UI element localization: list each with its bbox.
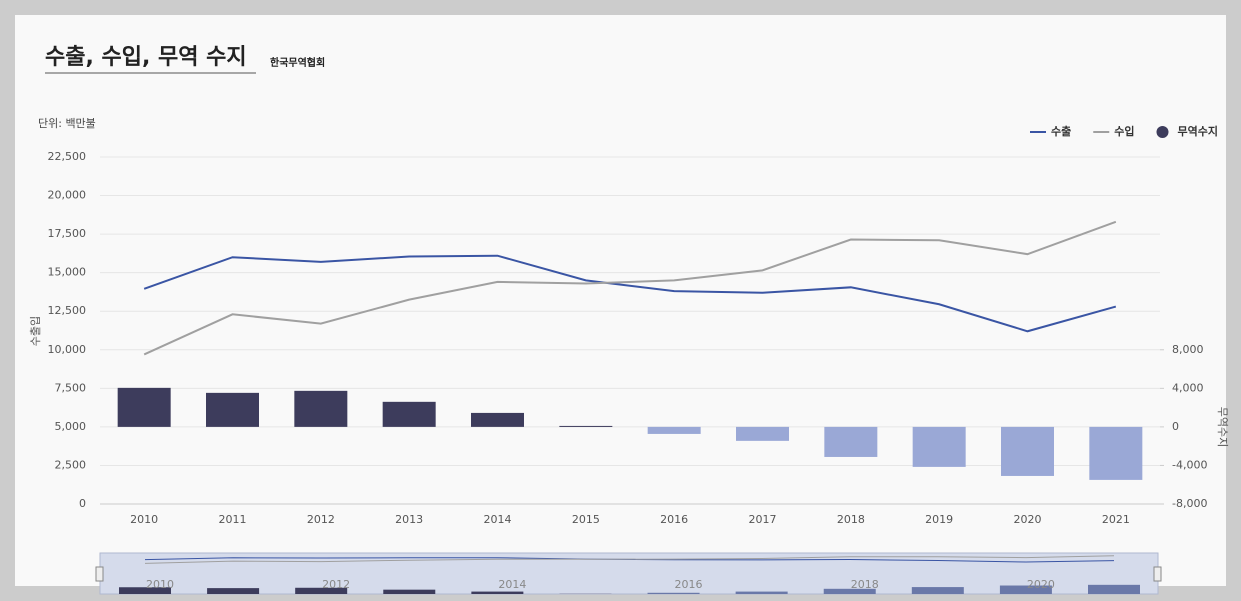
x-tick-label: 2020: [1014, 513, 1042, 526]
bar: [382, 401, 436, 427]
legend-label: 수출: [1051, 124, 1071, 138]
slider-label: 2014: [498, 578, 526, 591]
y2-tick-label: 8,000: [1172, 343, 1204, 356]
y-tick-label: 5,000: [55, 420, 87, 433]
slider-bar: [823, 588, 876, 594]
x-tick-label: 2015: [572, 513, 600, 526]
bar: [1001, 426, 1054, 476]
slider-bar: [119, 587, 171, 594]
chart-subtitle: 한국무역협회: [270, 56, 325, 69]
x-tick-label: 2018: [837, 513, 865, 526]
x-tick-label: 2016: [660, 513, 688, 526]
x-tick-label: 2011: [219, 513, 247, 526]
slider-bar: [999, 585, 1052, 594]
y-tick-label: 15,000: [48, 266, 87, 279]
bar: [117, 387, 171, 427]
y-axis-label: 수출입: [29, 316, 42, 346]
slider-label: 2016: [675, 578, 703, 591]
slider-bar: [383, 589, 436, 594]
y2-tick-label: 4,000: [1172, 381, 1204, 394]
y2-axis-label: 무역수지: [1216, 407, 1229, 447]
y-tick-label: 22,500: [48, 150, 87, 163]
slider-bar: [207, 588, 260, 594]
slider-handle[interactable]: [95, 566, 104, 582]
line: [143, 254, 1117, 333]
x-tick-label: 2017: [749, 513, 777, 526]
bar: [912, 426, 966, 467]
bar: [206, 392, 259, 427]
bar: [736, 426, 789, 441]
bar: [294, 390, 348, 427]
zoom-slider[interactable]: 2010 2012 2014 2016 2018 2020: [95, 552, 1162, 595]
x-tick-label: 2013: [395, 513, 423, 526]
slider-bar: [1088, 584, 1140, 594]
legend-swatch: [1156, 126, 1169, 138]
unit-label: 단위: 백만불: [38, 117, 96, 130]
legend-label: 수입: [1114, 125, 1134, 138]
x-tick-label: 2010: [130, 513, 158, 526]
slider-label: 2020: [1027, 578, 1055, 591]
line: [143, 220, 1117, 356]
x-tick-label: 2012: [307, 513, 335, 526]
panel: [15, 15, 1226, 586]
y-tick-label: 10,000: [48, 343, 87, 356]
chart-title: 수출, 수입, 무역 수지: [45, 45, 247, 70]
y2-tick-label: -4,000: [1172, 458, 1207, 471]
x-tick-label: 2021: [1102, 513, 1130, 526]
bar: [559, 425, 613, 427]
bar: [824, 426, 878, 457]
y-tick-label: 17,500: [48, 227, 87, 240]
slider-bar: [735, 591, 788, 594]
slider-bar: [647, 592, 700, 594]
legend-label: 무역수지: [1178, 124, 1218, 138]
slider-bar: [295, 587, 348, 594]
slider-bar: [471, 591, 524, 594]
y-tick-label: 2,500: [55, 458, 87, 471]
bar: [1089, 426, 1143, 480]
y2-tick-label: -8,000: [1172, 497, 1207, 510]
slider-label: 2010: [146, 578, 174, 591]
bar: [647, 426, 701, 434]
y2-tick-label: 0: [1172, 420, 1179, 433]
slider-label: 2018: [851, 578, 879, 591]
bar: [471, 412, 524, 427]
slider-line: [144, 555, 1115, 564]
y-tick-label: 0: [79, 497, 86, 510]
slider-label: 2012: [322, 578, 350, 591]
x-tick-label: 2014: [484, 513, 512, 526]
slider-bar: [911, 587, 964, 594]
y-tick-label: 12,500: [48, 304, 87, 317]
y-tick-label: 20,000: [48, 189, 87, 202]
x-tick-label: 2019: [925, 513, 953, 526]
y-tick-label: 7,500: [55, 381, 87, 394]
slider-handle[interactable]: [1153, 566, 1162, 582]
